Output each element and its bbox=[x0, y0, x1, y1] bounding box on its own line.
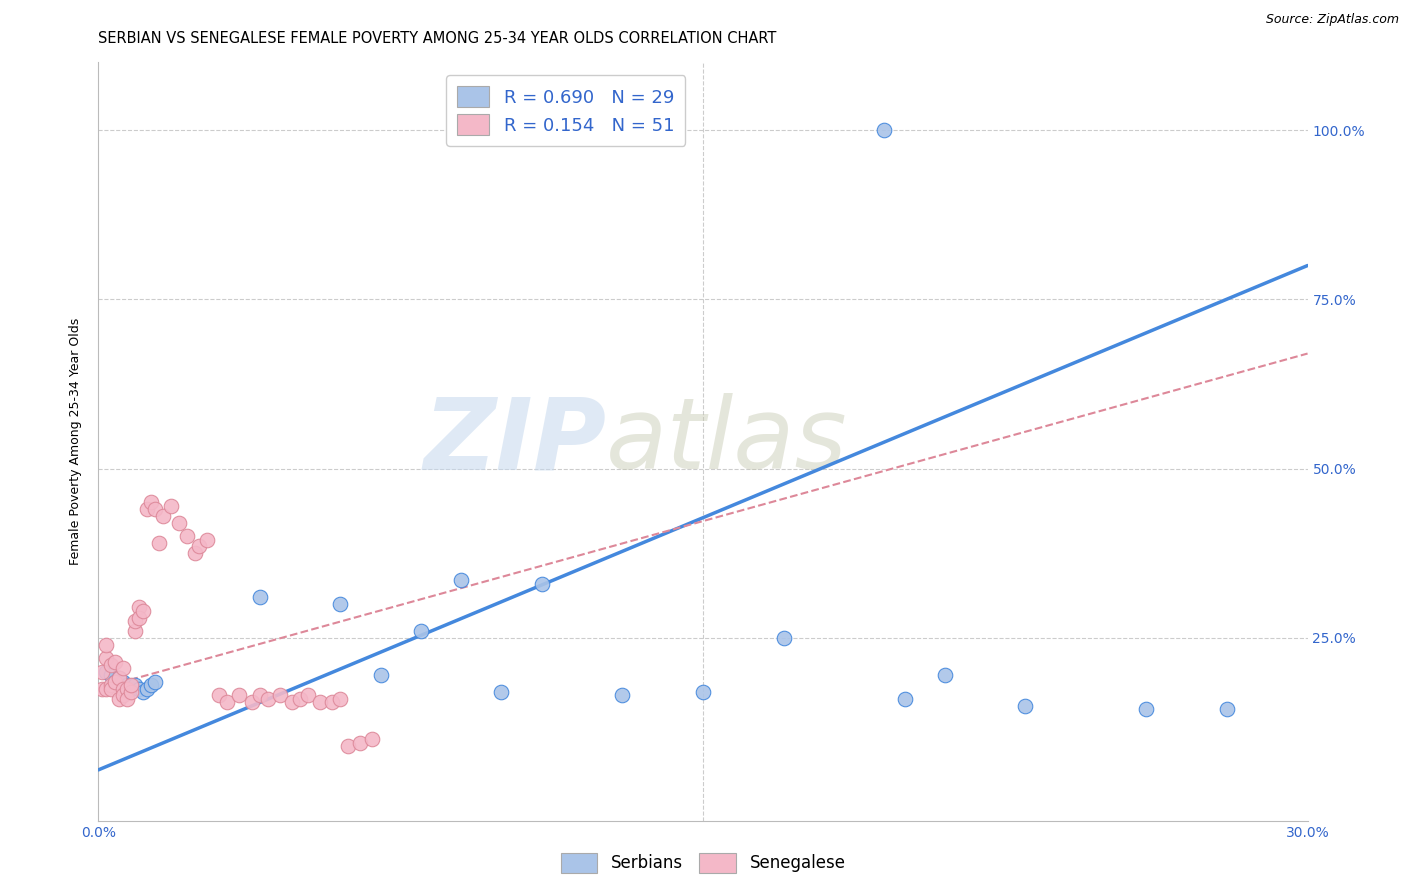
Point bbox=[120, 685, 142, 699]
Point bbox=[361, 732, 384, 747]
Point bbox=[107, 691, 129, 706]
Point bbox=[240, 695, 263, 709]
Point bbox=[160, 499, 183, 513]
Point bbox=[128, 681, 150, 696]
Point bbox=[143, 502, 166, 516]
Point bbox=[120, 678, 142, 692]
Point bbox=[107, 672, 129, 686]
Point bbox=[873, 123, 896, 137]
Point bbox=[143, 674, 166, 689]
Point bbox=[176, 529, 198, 543]
Point bbox=[115, 678, 138, 692]
Point bbox=[103, 674, 125, 689]
Point bbox=[269, 689, 291, 703]
Point bbox=[1014, 698, 1036, 713]
Text: Source: ZipAtlas.com: Source: ZipAtlas.com bbox=[1265, 13, 1399, 27]
Point bbox=[349, 736, 371, 750]
Point bbox=[96, 638, 118, 652]
Point bbox=[208, 689, 231, 703]
Point bbox=[249, 591, 271, 605]
Point bbox=[91, 665, 114, 679]
Point bbox=[107, 672, 129, 686]
Point bbox=[450, 574, 472, 588]
Point bbox=[103, 674, 125, 689]
Point bbox=[297, 689, 319, 703]
Point bbox=[115, 681, 138, 696]
Point bbox=[96, 651, 118, 665]
Legend: Serbians, Senegalese: Serbians, Senegalese bbox=[554, 847, 852, 880]
Point bbox=[1216, 702, 1239, 716]
Point bbox=[329, 691, 352, 706]
Point bbox=[135, 681, 157, 696]
Point bbox=[124, 624, 146, 639]
Point bbox=[195, 533, 218, 547]
Point bbox=[132, 604, 155, 618]
Point bbox=[409, 624, 432, 639]
Point bbox=[309, 695, 332, 709]
Point bbox=[329, 597, 352, 611]
Point bbox=[96, 665, 118, 679]
Point bbox=[281, 695, 304, 709]
Y-axis label: Female Poverty Among 25-34 Year Olds: Female Poverty Among 25-34 Year Olds bbox=[69, 318, 83, 566]
Point bbox=[288, 691, 311, 706]
Point bbox=[530, 576, 553, 591]
Point bbox=[111, 681, 134, 696]
Point bbox=[148, 536, 170, 550]
Point bbox=[139, 495, 162, 509]
Point bbox=[612, 689, 634, 703]
Text: SERBIAN VS SENEGALESE FEMALE POVERTY AMONG 25-34 YEAR OLDS CORRELATION CHART: SERBIAN VS SENEGALESE FEMALE POVERTY AMO… bbox=[98, 31, 776, 46]
Point bbox=[128, 610, 150, 624]
Point bbox=[152, 508, 174, 523]
Point bbox=[120, 681, 142, 696]
Point bbox=[100, 678, 122, 692]
Point bbox=[103, 655, 125, 669]
Point bbox=[337, 739, 360, 754]
Point bbox=[184, 546, 207, 560]
Point bbox=[128, 600, 150, 615]
Point bbox=[139, 678, 162, 692]
Point bbox=[132, 685, 155, 699]
Point bbox=[692, 685, 714, 699]
Legend: R = 0.690   N = 29, R = 0.154   N = 51: R = 0.690 N = 29, R = 0.154 N = 51 bbox=[446, 75, 685, 146]
Point bbox=[321, 695, 343, 709]
Point bbox=[249, 689, 271, 703]
Point bbox=[256, 691, 278, 706]
Point bbox=[491, 685, 513, 699]
Point bbox=[934, 668, 956, 682]
Point bbox=[124, 678, 146, 692]
Point bbox=[217, 695, 239, 709]
Point bbox=[100, 681, 122, 696]
Point bbox=[111, 661, 134, 675]
Point bbox=[188, 540, 211, 554]
Point bbox=[893, 691, 915, 706]
Point bbox=[772, 631, 794, 645]
Point bbox=[1135, 702, 1157, 716]
Text: atlas: atlas bbox=[606, 393, 848, 490]
Point bbox=[100, 668, 122, 682]
Point bbox=[370, 668, 392, 682]
Point bbox=[91, 681, 114, 696]
Point bbox=[111, 689, 134, 703]
Point bbox=[100, 657, 122, 672]
Point bbox=[167, 516, 190, 530]
Point bbox=[228, 689, 250, 703]
Point bbox=[124, 614, 146, 628]
Point bbox=[111, 674, 134, 689]
Text: ZIP: ZIP bbox=[423, 393, 606, 490]
Point bbox=[115, 691, 138, 706]
Point bbox=[96, 681, 118, 696]
Point bbox=[135, 502, 157, 516]
